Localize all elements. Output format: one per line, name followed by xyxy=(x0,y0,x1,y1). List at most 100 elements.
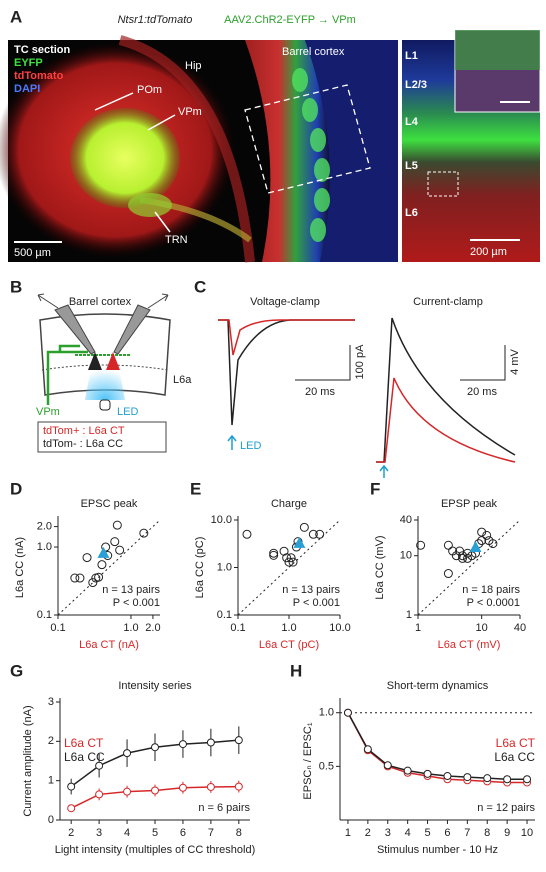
header-label: Ntsr1:tdTomato xyxy=(118,14,193,26)
x-tick-label: 2 xyxy=(365,827,371,839)
label: LED xyxy=(240,440,261,452)
header-label: AAV2.ChR2-EYFP → VPm xyxy=(224,14,356,26)
data-point xyxy=(67,804,76,813)
label: L6a xyxy=(173,374,192,386)
y-tick-label: 0.5 xyxy=(319,760,334,772)
y-tick-label: 1 xyxy=(48,775,54,787)
arrow xyxy=(147,114,176,131)
data-point xyxy=(242,529,252,539)
data-point xyxy=(315,529,325,539)
label: DAPI xyxy=(14,83,40,95)
cc-neuron xyxy=(88,352,102,370)
y-axis-label: L6a CC (nA) xyxy=(14,537,26,598)
x-tick-label: 1.0 xyxy=(123,622,138,634)
data-point xyxy=(123,787,132,796)
panel-c: C Voltage-clamp Current-clamp 100 pA 20 … xyxy=(194,277,521,478)
layer-label: L1 xyxy=(405,50,418,62)
data-point xyxy=(82,553,92,563)
scale-bar xyxy=(460,345,506,381)
annotation: P < 0.0001 xyxy=(467,597,520,609)
x-tick-label: 40 xyxy=(514,622,526,634)
x-tick-label: 8 xyxy=(484,827,490,839)
y-tick-label: 1.0 xyxy=(319,707,334,719)
annotation: P < 0.001 xyxy=(293,597,340,609)
data-point xyxy=(463,773,472,782)
data-point xyxy=(477,536,487,546)
data-point xyxy=(139,528,149,538)
legend-label: L6a CT xyxy=(64,736,104,750)
data-point xyxy=(88,578,98,588)
mean-point xyxy=(469,541,482,553)
panel-letter: D xyxy=(10,479,22,498)
data-point xyxy=(97,560,107,570)
layer-border xyxy=(41,364,169,371)
vpm-blob xyxy=(70,108,180,208)
y-tick-label: 40 xyxy=(400,514,412,526)
data-point xyxy=(423,769,432,778)
data-point xyxy=(234,782,243,791)
chart-title: Intensity series xyxy=(118,680,192,692)
arrow xyxy=(147,293,169,309)
y-tick-label: 10 xyxy=(400,550,412,562)
panel-letter: H xyxy=(290,661,302,680)
cc-trace-ct xyxy=(376,377,516,463)
legend-label: L6a CT xyxy=(496,736,536,750)
data-point xyxy=(206,738,215,747)
x-tick-label: 10 xyxy=(521,827,533,839)
data-point xyxy=(151,786,159,795)
data-point xyxy=(234,736,243,745)
label: Barrel cortex xyxy=(282,46,345,58)
x-tick-label: 2 xyxy=(68,827,74,839)
data-point xyxy=(458,551,468,561)
legend-label: tdTom- : L6a CC xyxy=(43,438,123,450)
cc-trace-cc xyxy=(376,317,516,463)
mean-point xyxy=(97,546,110,558)
data-point xyxy=(286,553,296,563)
label: Barrel cortex xyxy=(69,296,132,308)
data-point xyxy=(363,745,372,754)
label: tdTomato xyxy=(14,70,64,82)
panel-letter: A xyxy=(10,7,22,26)
y-axis-label: Current amplitude (nA) xyxy=(22,705,34,816)
data-point xyxy=(95,790,104,799)
electrode xyxy=(54,304,96,355)
data-point xyxy=(67,782,76,791)
chart-title: Charge xyxy=(271,498,307,510)
vc-trace-ct xyxy=(218,319,355,356)
data-point xyxy=(308,529,318,539)
scale-bar xyxy=(295,345,351,381)
data-point xyxy=(206,782,215,791)
x-tick-label: 7 xyxy=(464,827,470,839)
label: 200 µm xyxy=(470,246,507,258)
x-tick-label: 4 xyxy=(405,827,411,839)
data-point xyxy=(284,557,294,567)
label: VPm xyxy=(36,406,60,418)
data-point xyxy=(282,553,292,563)
mean-point xyxy=(293,536,306,548)
label: Voltage-clamp xyxy=(250,296,320,308)
y-tick-label: 2 xyxy=(48,735,54,747)
label: LED xyxy=(117,406,138,418)
series-line xyxy=(347,712,528,780)
y-tick-label: 0.1 xyxy=(37,609,52,621)
data-point xyxy=(488,539,498,549)
data-point xyxy=(343,708,352,717)
y-axis-label: L6a CC (mV) xyxy=(374,535,386,599)
data-point xyxy=(269,548,279,558)
data-point xyxy=(269,550,279,560)
data-point xyxy=(112,520,122,530)
data-point xyxy=(482,530,492,540)
data-point xyxy=(94,572,104,582)
legend-label: L6a CC xyxy=(494,750,535,764)
label: EYFP xyxy=(14,57,43,69)
annotation: P < 0.001 xyxy=(113,597,160,609)
data-point xyxy=(279,546,289,556)
arrow xyxy=(94,92,134,111)
data-point xyxy=(503,775,512,784)
x-axis-label: L6a CT (pC) xyxy=(259,639,319,651)
x-tick-label: 0.1 xyxy=(50,622,65,634)
electrode xyxy=(113,304,151,355)
annotation: n = 18 pairs xyxy=(462,584,520,596)
barrels xyxy=(292,68,330,242)
